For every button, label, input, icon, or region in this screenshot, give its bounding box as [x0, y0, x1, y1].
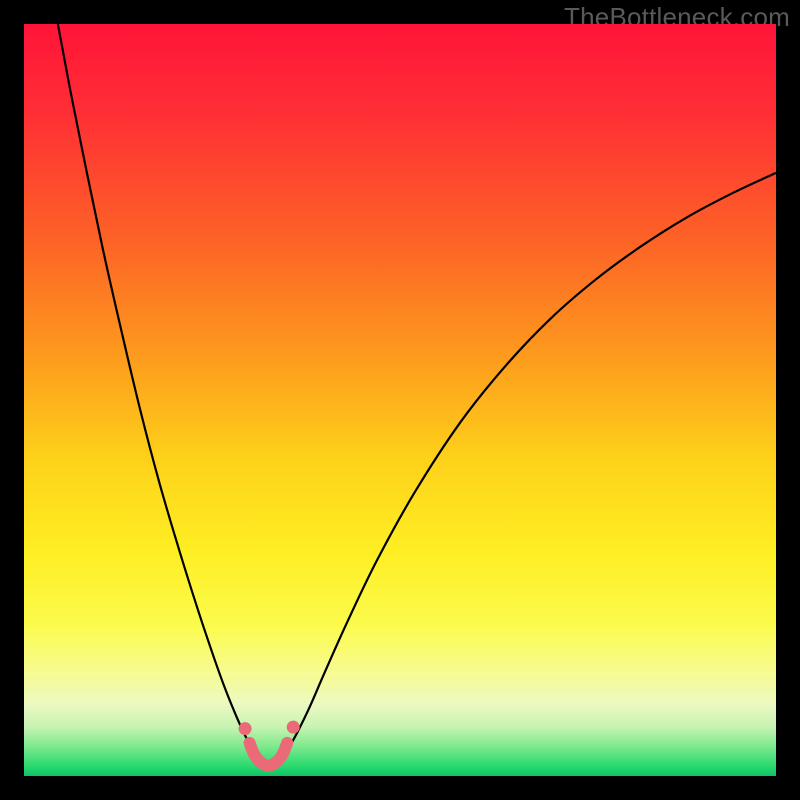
trough-marker-dot	[272, 756, 283, 767]
bottleneck-chart	[24, 24, 776, 776]
trough-marker-dot	[239, 722, 252, 735]
trough-marker-dot	[246, 743, 257, 754]
trough-marker-dot	[287, 721, 300, 734]
trough-marker-dot	[279, 743, 290, 754]
